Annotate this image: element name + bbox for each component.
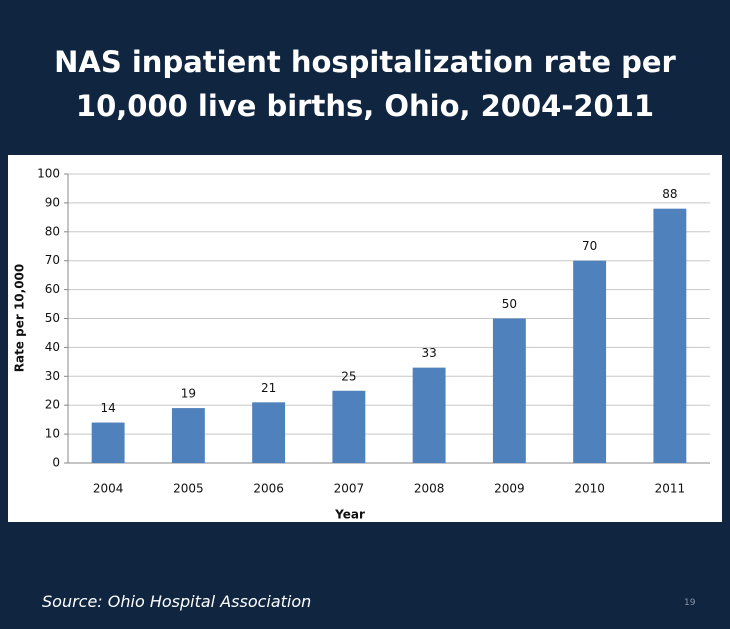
page-number: 19 xyxy=(684,598,696,608)
source-note: Source: Ohio Hospital Association xyxy=(42,592,312,611)
chart-area: Year Rate per 10,000 0 10 20 30 40 50 60 70 80 90… xyxy=(8,155,722,522)
y-tick-label: 0 xyxy=(52,456,60,470)
y-tick-label: 40 xyxy=(45,340,60,354)
x-tick-label: 2009 xyxy=(494,482,525,496)
data-label: 50 xyxy=(502,297,517,311)
x-tick-label: 2004 xyxy=(93,482,124,496)
data-label: 19 xyxy=(181,387,196,401)
data-label: 14 xyxy=(100,401,115,415)
y-tick-label: 50 xyxy=(45,311,60,325)
data-label: 70 xyxy=(582,239,597,253)
bar xyxy=(91,422,125,463)
x-tick-label: 2008 xyxy=(414,482,445,496)
y-tick-label: 30 xyxy=(45,369,60,383)
data-label: 33 xyxy=(421,346,436,360)
bar xyxy=(412,367,446,463)
bar xyxy=(653,208,687,463)
y-tick-label: 60 xyxy=(45,282,60,296)
chart-title: NAS inpatient hospitalization rate per 1… xyxy=(54,45,676,123)
x-tick-label: 2005 xyxy=(173,482,204,496)
y-tick-label: 20 xyxy=(45,398,60,412)
y-tick-label: 90 xyxy=(45,195,60,209)
y-tick-label: 80 xyxy=(45,224,60,238)
data-label: 88 xyxy=(662,187,677,201)
data-label: 25 xyxy=(341,369,356,383)
x-tick-label: 2011 xyxy=(655,482,686,496)
chart: Year Rate per 10,000 0 10 20 30 40 50 60 70 80 90… xyxy=(13,167,710,522)
bar xyxy=(171,408,205,463)
bar xyxy=(492,318,526,463)
bar xyxy=(573,260,607,463)
bar xyxy=(252,402,286,463)
x-tick-label: 2006 xyxy=(253,482,284,496)
x-axis-label: Year xyxy=(334,508,365,522)
x-tick-label: 2010 xyxy=(574,482,605,496)
y-tick-label: 70 xyxy=(45,253,60,267)
y-axis-label: Rate per 10,000 xyxy=(13,264,27,373)
data-label: 21 xyxy=(261,381,276,395)
y-tick-label: 10 xyxy=(45,427,60,441)
y-tick-label: 100 xyxy=(37,167,60,181)
bar xyxy=(332,390,366,463)
x-tick-label: 2007 xyxy=(334,482,365,496)
